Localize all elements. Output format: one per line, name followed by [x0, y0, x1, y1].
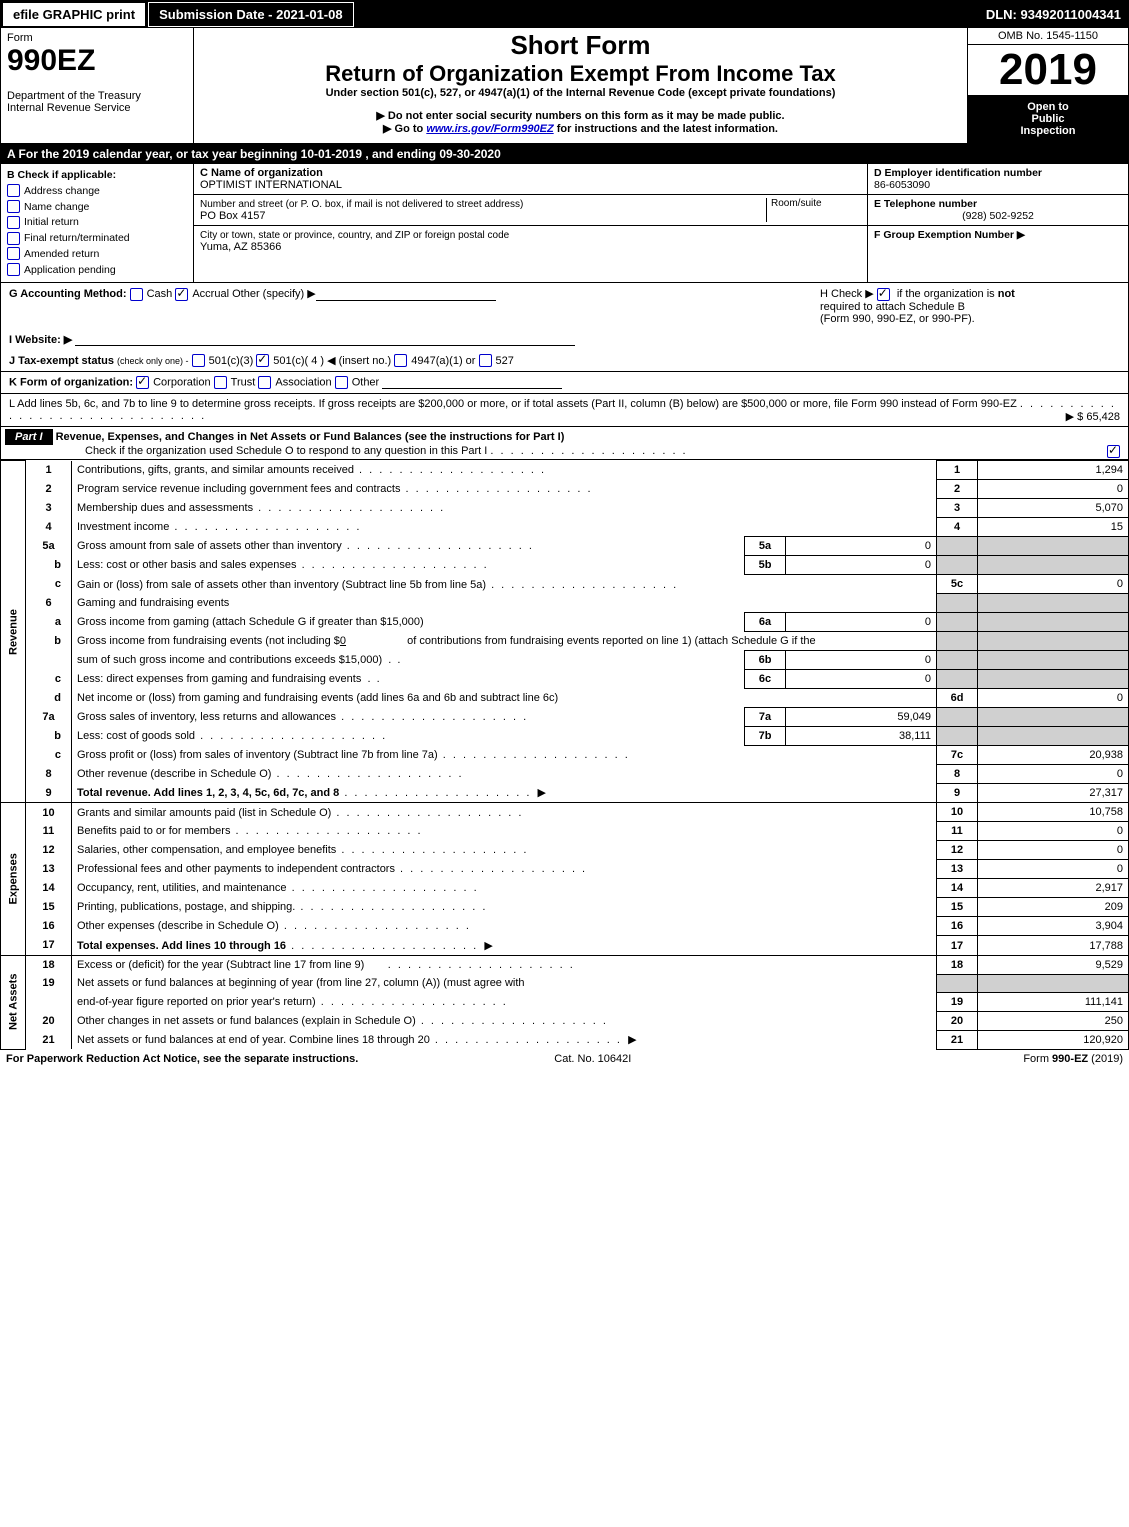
open-to-public: Open to Public Inspection [968, 95, 1128, 143]
city-value: Yuma, AZ 85366 [200, 241, 281, 253]
ein-value: 86-6053090 [874, 179, 930, 191]
line-19-amount: 111,141 [978, 992, 1129, 1011]
room-suite-label: Room/suite [766, 198, 861, 222]
short-form-title: Short Form [202, 30, 959, 61]
c-name-label: C Name of organization [200, 167, 323, 179]
line-6c-mid: 0 [786, 669, 937, 688]
line-1-amount: 1,294 [978, 461, 1129, 480]
tax-year: 2019 [968, 45, 1128, 95]
line-21-amount: 120,920 [978, 1030, 1129, 1049]
check-other-org[interactable] [335, 376, 348, 389]
check-trust[interactable] [214, 376, 227, 389]
note-goto: ▶ Go to www.irs.gov/Form990EZ for instru… [202, 122, 959, 135]
line-11-amount: 0 [978, 822, 1129, 841]
line-7a-mid: 59,049 [786, 707, 937, 726]
check-name-change[interactable] [7, 200, 20, 213]
check-cash[interactable] [130, 288, 143, 301]
b-check-label: B Check if applicable: [7, 169, 116, 181]
org-name: OPTIMIST INTERNATIONAL [200, 179, 342, 191]
return-title: Return of Organization Exempt From Incom… [202, 61, 959, 87]
l-text: L Add lines 5b, 6c, and 7b to line 9 to … [9, 398, 1017, 410]
line-13-amount: 0 [978, 860, 1129, 879]
check-application-pending[interactable] [7, 263, 20, 276]
line-2-amount: 0 [978, 480, 1129, 499]
d-ein-label: D Employer identification number [874, 167, 1042, 179]
check-h[interactable] [877, 288, 890, 301]
check-initial-return[interactable] [7, 216, 20, 229]
line-5c-amount: 0 [978, 575, 1129, 594]
check-accrual[interactable] [175, 288, 188, 301]
j-label: J Tax-exempt status [9, 355, 114, 367]
city-label: City or town, state or province, country… [200, 230, 509, 241]
line-5a-mid: 0 [786, 537, 937, 556]
line-6b-mid: 0 [786, 650, 937, 669]
check-schedule-o[interactable] [1107, 445, 1120, 458]
check-4947[interactable] [394, 354, 407, 367]
line-16-amount: 3,904 [978, 917, 1129, 936]
revenue-label: Revenue [1, 461, 26, 803]
footer-right: Form 990-EZ (2019) [1023, 1053, 1123, 1065]
other-specify-field[interactable] [316, 288, 496, 301]
phone-value: (928) 502-9252 [874, 210, 1122, 222]
form-number: 990EZ [7, 44, 187, 78]
check-corp[interactable] [136, 376, 149, 389]
check-501c[interactable] [256, 354, 269, 367]
g-label: G Accounting Method: [9, 288, 127, 300]
section-b: B Check if applicable: Address change Na… [0, 164, 1129, 283]
lines-table: Revenue 1 Contributions, gifts, grants, … [0, 460, 1129, 1050]
line-8-amount: 0 [978, 764, 1129, 783]
l-amount: ▶ $ 65,428 [1066, 410, 1120, 423]
tax-year-line: A For the 2019 calendar year, or tax yea… [0, 144, 1129, 164]
check-final-return[interactable] [7, 232, 20, 245]
line-6d-amount: 0 [978, 688, 1129, 707]
footer-left: For Paperwork Reduction Act Notice, see … [6, 1053, 358, 1065]
f-group-label: F Group Exemption Number ▶ [874, 229, 1025, 241]
line-5b-mid: 0 [786, 556, 937, 575]
subtitle: Under section 501(c), 527, or 4947(a)(1)… [202, 87, 959, 99]
dln-label: DLN: 93492011004341 [986, 7, 1121, 22]
h-label: H Check ▶ [820, 288, 874, 300]
website-field[interactable] [75, 333, 575, 346]
check-address-change[interactable] [7, 184, 20, 197]
submission-date-label: Submission Date - 2021-01-08 [148, 2, 354, 27]
line-4-amount: 15 [978, 518, 1129, 537]
line-14-amount: 2,917 [978, 879, 1129, 898]
form-word: Form [7, 32, 187, 44]
check-assoc[interactable] [258, 376, 271, 389]
irs-link[interactable]: www.irs.gov/Form990EZ [426, 123, 553, 135]
top-bar: efile GRAPHIC print Submission Date - 20… [0, 0, 1129, 28]
other-org-field[interactable] [382, 376, 562, 389]
line-17-amount: 17,788 [978, 936, 1129, 956]
line-10-amount: 10,758 [978, 803, 1129, 822]
line-15-amount: 209 [978, 898, 1129, 917]
line-12-amount: 0 [978, 841, 1129, 860]
omb-number: OMB No. 1545-1150 [968, 28, 1128, 45]
efile-print-button[interactable]: efile GRAPHIC print [2, 2, 146, 27]
k-label: K Form of organization: [9, 377, 133, 389]
street-value: PO Box 4157 [200, 210, 265, 222]
note-no-ssn: ▶ Do not enter social security numbers o… [202, 109, 959, 122]
line-6a-mid: 0 [786, 612, 937, 631]
part-1-header: Part I Revenue, Expenses, and Changes in… [0, 427, 1129, 460]
expenses-label: Expenses [1, 803, 26, 956]
street-label: Number and street (or P. O. box, if mail… [200, 199, 523, 210]
i-website-label: I Website: ▶ [9, 334, 72, 346]
dept-treasury-1: Department of the Treasury [7, 90, 187, 102]
e-phone-label: E Telephone number [874, 198, 977, 210]
line-7c-amount: 20,938 [978, 745, 1129, 764]
check-amended[interactable] [7, 247, 20, 260]
header-row: Form 990EZ Department of the Treasury In… [0, 28, 1129, 144]
line-20-amount: 250 [978, 1011, 1129, 1030]
netassets-label: Net Assets [1, 955, 26, 1049]
line-18-amount: 9,529 [978, 955, 1129, 974]
check-501c3[interactable] [192, 354, 205, 367]
dept-treasury-2: Internal Revenue Service [7, 102, 187, 114]
line-7b-mid: 38,111 [786, 726, 937, 745]
footer-row: For Paperwork Reduction Act Notice, see … [0, 1050, 1129, 1068]
line-9-amount: 27,317 [978, 783, 1129, 803]
check-527[interactable] [479, 354, 492, 367]
footer-mid: Cat. No. 10642I [554, 1053, 631, 1065]
line-3-amount: 5,070 [978, 499, 1129, 518]
